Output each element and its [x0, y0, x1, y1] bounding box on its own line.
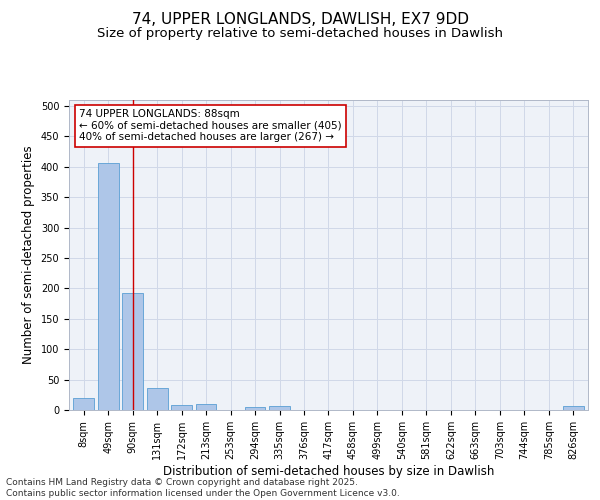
- Bar: [171, 405, 192, 410]
- Bar: [73, 398, 94, 410]
- Bar: [269, 406, 290, 410]
- Bar: [563, 406, 584, 410]
- Y-axis label: Number of semi-detached properties: Number of semi-detached properties: [22, 146, 35, 364]
- Bar: [122, 292, 143, 410]
- Text: Contains HM Land Registry data © Crown copyright and database right 2025.
Contai: Contains HM Land Registry data © Crown c…: [6, 478, 400, 498]
- X-axis label: Distribution of semi-detached houses by size in Dawlish: Distribution of semi-detached houses by …: [163, 464, 494, 477]
- Text: Size of property relative to semi-detached houses in Dawlish: Size of property relative to semi-detach…: [97, 28, 503, 40]
- Text: 74, UPPER LONGLANDS, DAWLISH, EX7 9DD: 74, UPPER LONGLANDS, DAWLISH, EX7 9DD: [131, 12, 469, 28]
- Bar: [98, 162, 119, 410]
- Bar: [196, 404, 217, 410]
- Bar: [147, 388, 167, 410]
- Bar: [245, 407, 265, 410]
- Text: 74 UPPER LONGLANDS: 88sqm
← 60% of semi-detached houses are smaller (405)
40% of: 74 UPPER LONGLANDS: 88sqm ← 60% of semi-…: [79, 110, 342, 142]
